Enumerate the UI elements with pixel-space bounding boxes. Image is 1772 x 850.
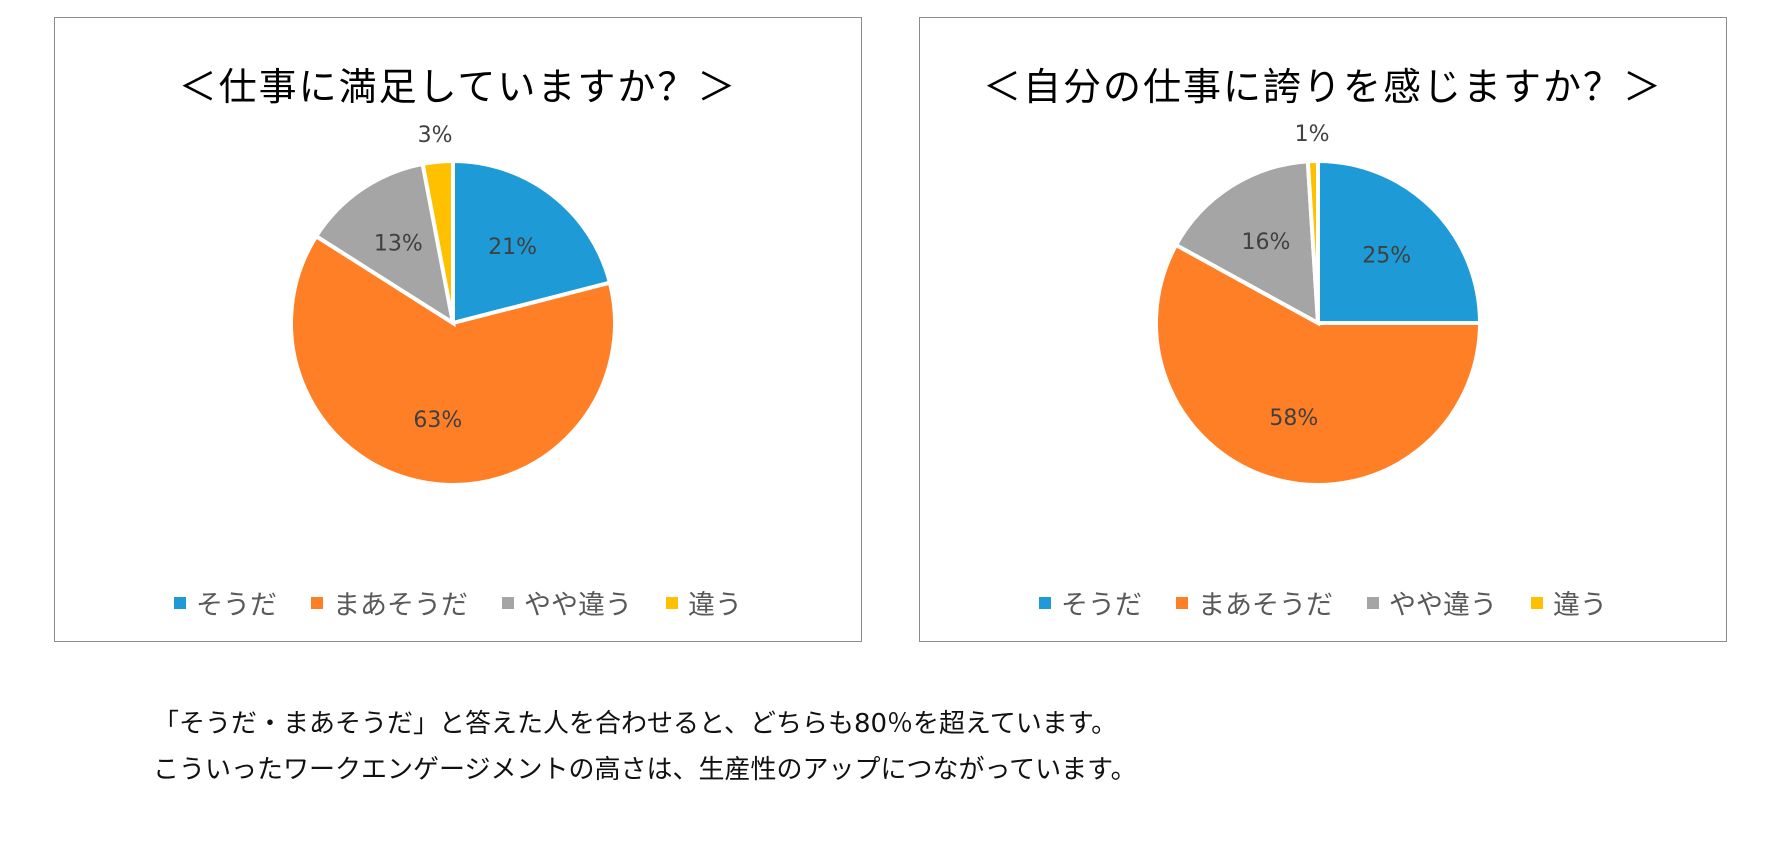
- caption-line-1: 「そうだ・まあそうだ」と答えた人を合わせると、どちらも80％を超えています。: [153, 709, 1118, 739]
- legend-item: 違う: [666, 583, 742, 622]
- legend-label: まあそうだ: [1198, 590, 1333, 621]
- pie-slice-4: [1305, 158, 1320, 324]
- pie-slice-3: [1173, 159, 1321, 327]
- legend-swatch: [1367, 596, 1379, 609]
- pie-slice-4: [420, 158, 455, 324]
- legend-label: やや違う: [524, 590, 632, 621]
- legend-item: そうだ: [174, 583, 277, 622]
- legend-swatch: [174, 596, 186, 609]
- pie-chart: 21% 63% 13% 3%: [289, 123, 617, 487]
- legend-swatch: [1531, 596, 1543, 609]
- data-label: 13%: [374, 232, 423, 257]
- legend-label: 違う: [688, 590, 742, 621]
- pie-slice-2: [1154, 242, 1483, 487]
- legend-label: やや違う: [1389, 590, 1497, 621]
- data-label: 63%: [413, 408, 462, 433]
- data-label: 58%: [1269, 406, 1318, 431]
- pie-slice-2: [289, 233, 617, 487]
- legend-label: そうだ: [1061, 590, 1142, 621]
- chart-title: ＜仕事に満足していますか？＞: [178, 65, 738, 109]
- pie-slice-1: [1316, 158, 1483, 325]
- caption-line-2: こういったワークエンゲージメントの高さは、生産性のアップにつながっています。: [153, 755, 1137, 785]
- legend-item: まあそうだ: [1176, 583, 1333, 622]
- legend-item: そうだ: [1039, 583, 1142, 622]
- legend-swatch: [1039, 596, 1051, 609]
- legend-swatch: [1176, 596, 1188, 609]
- pie-slice-3: [313, 161, 456, 328]
- legend-label: まあそうだ: [333, 590, 468, 621]
- chart-job-satisfaction: ＜仕事に満足していますか？＞ 21% 63% 13% 3% そうだ まあそうだ やや違…: [54, 17, 862, 642]
- legend-label: 違う: [1553, 590, 1607, 621]
- data-label: 21%: [488, 235, 537, 260]
- data-label: 25%: [1362, 243, 1411, 268]
- legend-swatch: [311, 596, 323, 609]
- data-label: 1%: [1295, 122, 1330, 147]
- legend-swatch: [666, 596, 678, 609]
- chart-job-pride: ＜自分の仕事に誇りを感じますか？＞ 25% 58% 16% 1% そうだ まあそうだ …: [919, 17, 1727, 642]
- chart-title: ＜自分の仕事に誇りを感じますか？＞: [982, 65, 1663, 109]
- pie-chart: 25% 58% 16% 1%: [1154, 122, 1483, 487]
- legend-label: そうだ: [196, 590, 277, 621]
- legend: そうだ まあそうだ やや違う 違う: [55, 583, 861, 622]
- legend-item: やや違う: [1367, 583, 1497, 622]
- legend: そうだ まあそうだ やや違う 違う: [920, 583, 1726, 622]
- legend-item: 違う: [1531, 583, 1607, 622]
- data-label: 3%: [418, 123, 453, 148]
- data-label: 16%: [1241, 230, 1290, 255]
- legend-item: まあそうだ: [311, 583, 468, 622]
- legend-swatch: [502, 596, 514, 609]
- pie-slice-1: [451, 158, 613, 326]
- legend-item: やや違う: [502, 583, 632, 622]
